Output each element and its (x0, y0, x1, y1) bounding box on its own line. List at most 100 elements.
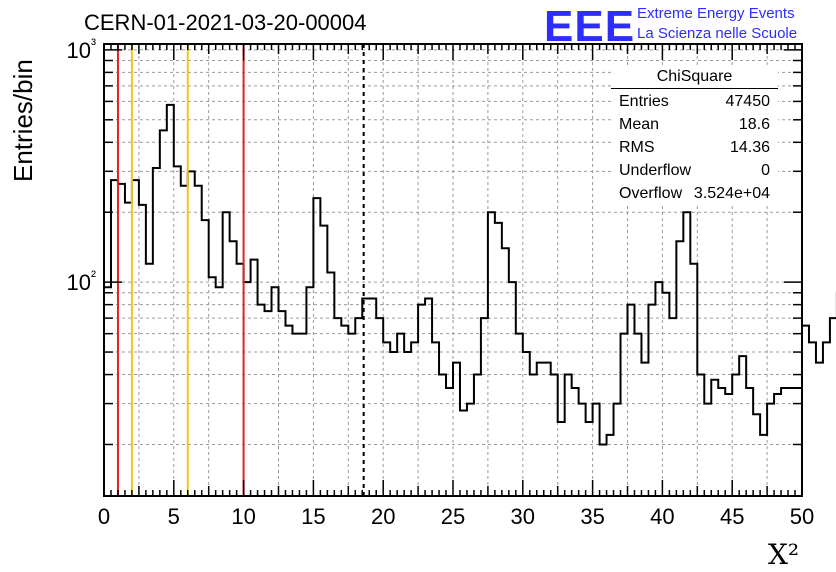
x-tick-label: 10 (231, 504, 255, 529)
x-tick-label: 5 (168, 504, 180, 529)
x-axis-label: X² (768, 538, 800, 571)
x-tick-label: 45 (720, 504, 744, 529)
histogram-bin (174, 166, 181, 496)
histogram-bin (181, 186, 188, 496)
histogram-bin (823, 342, 830, 496)
histogram-bin (453, 363, 460, 496)
x-tick-label: 0 (98, 504, 110, 529)
x-tick-label: 50 (790, 504, 814, 529)
histogram-bin (446, 388, 453, 496)
histogram-bin (167, 105, 174, 496)
histogram-bin (111, 180, 118, 496)
histogram-bin (118, 184, 125, 496)
histogram-bin (223, 212, 230, 496)
histogram-bin (132, 180, 139, 496)
stats-value: 47450 (725, 93, 771, 110)
x-tick-label: 40 (650, 504, 674, 529)
histogram-bin (502, 248, 509, 496)
histogram-bin (655, 282, 662, 496)
histogram-bin (460, 411, 467, 496)
histogram-bin (488, 212, 495, 496)
histogram-bin (230, 241, 237, 496)
stats-label: Underflow (619, 162, 692, 179)
stats-value: 18.6 (738, 116, 770, 133)
stats-row-entries: Entries 47450 (611, 91, 778, 114)
histogram-bin (641, 363, 648, 496)
stats-row-rms: RMS 14.36 (611, 137, 778, 160)
histogram-bin (376, 318, 383, 496)
histogram-bin (272, 287, 279, 496)
histogram-bin (411, 342, 418, 496)
histogram-bin (697, 375, 704, 496)
stats-label: Entries (619, 93, 669, 110)
histogram-bin (767, 404, 774, 496)
histogram-bin (237, 264, 244, 496)
axis-tick-labels: 0 5 10 15 20 25 30 35 40 45 50 10² 10³ (67, 36, 815, 529)
histogram-bin (474, 375, 481, 496)
histogram-bin (265, 311, 272, 496)
histogram-bin (146, 264, 153, 496)
histogram-bin (544, 363, 551, 496)
histogram-bin (390, 352, 397, 496)
stats-box: ChiSquare Entries 47450 Mean 18.6 RMS 14… (611, 66, 778, 206)
histogram-bin (334, 318, 341, 496)
histogram-bin (830, 318, 836, 496)
histogram-bin (139, 205, 146, 496)
eee-logo: EEE (544, 2, 636, 51)
histogram-bin (306, 287, 313, 496)
stats-label: RMS (619, 139, 655, 156)
histogram-bin (809, 342, 816, 496)
histogram-bin (320, 226, 327, 496)
stats-title: ChiSquare (611, 66, 778, 89)
histogram-bin (397, 334, 404, 496)
histogram-bin (509, 282, 516, 496)
histogram-bin (195, 186, 202, 496)
stats-row-underflow: Underflow 0 (611, 160, 778, 183)
histogram-bin (292, 334, 299, 496)
histogram-bin (565, 375, 572, 496)
histogram-bin (621, 334, 628, 496)
histogram-bin (725, 394, 732, 496)
histogram-bin (285, 326, 292, 496)
reference-lines (116, 44, 365, 496)
x-tick-label: 30 (511, 504, 535, 529)
histogram-bin (607, 435, 614, 496)
histogram-bin (760, 435, 767, 496)
histogram-bin (634, 334, 641, 496)
histogram-bin (676, 241, 683, 496)
y-axis-label: Entries/bin (8, 59, 38, 182)
histogram-bin (690, 264, 697, 496)
histogram-bin (209, 277, 216, 496)
histogram-bin (551, 375, 558, 496)
histogram-bin (153, 168, 160, 496)
histogram-bin (614, 404, 621, 496)
histogram-bin (753, 414, 760, 496)
y-tick-label: 10² (67, 268, 96, 295)
histogram-bin (558, 422, 565, 496)
histogram-series (103, 103, 836, 496)
histogram-bin (781, 388, 788, 496)
histogram-bin (579, 404, 586, 496)
histogram-bin (572, 388, 579, 496)
histogram-bin (648, 305, 655, 496)
histogram-bin (467, 404, 474, 496)
logo-line-2: La Scienza nelle Scuole (637, 25, 798, 42)
histogram-bin (774, 394, 781, 496)
histogram-bin (348, 334, 355, 496)
histogram-bin (495, 223, 502, 496)
histogram-outline (103, 103, 836, 496)
stats-label: Overflow (619, 185, 683, 202)
histogram-bin (732, 375, 739, 496)
stats-value: 3.524e+04 (693, 185, 770, 202)
histogram-bin (188, 171, 195, 496)
histogram-bin (523, 352, 530, 496)
histogram-bin (383, 342, 390, 496)
histogram-bin (530, 375, 537, 496)
histogram-bin (425, 299, 432, 496)
histogram-bin (537, 363, 544, 496)
histogram-bin (718, 388, 725, 496)
stats-label: Mean (619, 116, 660, 133)
stats-value: 0 (761, 162, 770, 179)
histogram-bin (669, 318, 676, 496)
